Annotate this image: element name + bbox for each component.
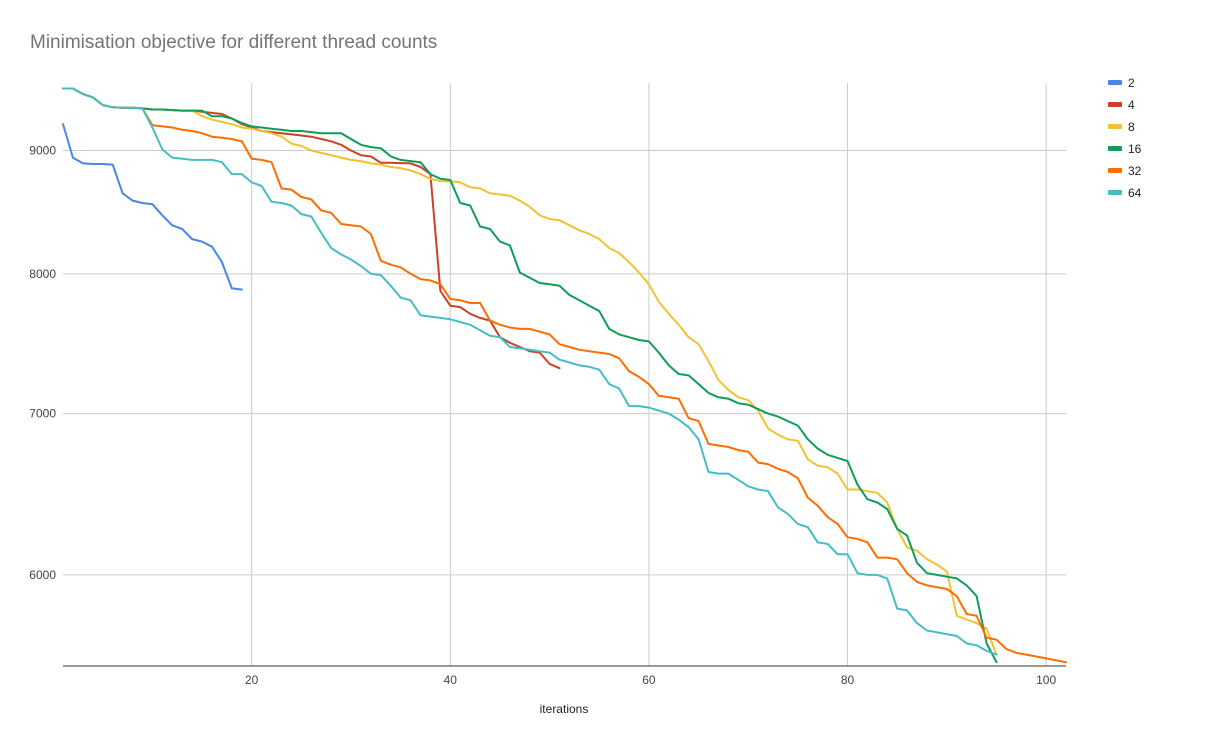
x-tick-label: 40 xyxy=(444,673,458,687)
axis-ticks: 20 40 60 80 100 6000 7000 8000 9000 xyxy=(29,144,1056,687)
legend-swatch-32 xyxy=(1108,168,1122,173)
series-lines xyxy=(62,87,1067,664)
series-line-64 xyxy=(62,87,998,656)
legend-swatch-64 xyxy=(1108,190,1122,195)
legend-label-8: 8 xyxy=(1128,120,1135,134)
y-tick-label: 7000 xyxy=(29,407,56,421)
series-line-8 xyxy=(62,87,998,656)
x-tick-label: 80 xyxy=(841,673,855,687)
legend-swatch-2 xyxy=(1108,80,1122,85)
y-tick-label: 6000 xyxy=(29,568,56,582)
series-line-32 xyxy=(62,87,1067,664)
x-tick-label: 100 xyxy=(1036,673,1056,687)
legend: 2 4 8 16 32 64 xyxy=(1108,76,1142,200)
legend-label-64: 64 xyxy=(1128,186,1142,200)
chart-title: Minimisation objective for different thr… xyxy=(30,32,437,53)
y-tick-label: 8000 xyxy=(29,267,56,281)
x-tick-label: 20 xyxy=(245,673,259,687)
legend-label-4: 4 xyxy=(1128,98,1135,112)
legend-swatch-16 xyxy=(1108,146,1122,151)
legend-swatch-8 xyxy=(1108,124,1122,129)
x-tick-label: 60 xyxy=(642,673,656,687)
x-axis-label: iterations xyxy=(540,702,589,716)
legend-label-32: 32 xyxy=(1128,164,1142,178)
series-line-16 xyxy=(62,87,998,664)
legend-label-2: 2 xyxy=(1128,76,1135,90)
legend-label-16: 16 xyxy=(1128,142,1142,156)
y-tick-label: 9000 xyxy=(29,144,56,158)
legend-swatch-4 xyxy=(1108,102,1122,107)
grid-lines xyxy=(63,83,1066,666)
series-line-2 xyxy=(62,123,243,291)
